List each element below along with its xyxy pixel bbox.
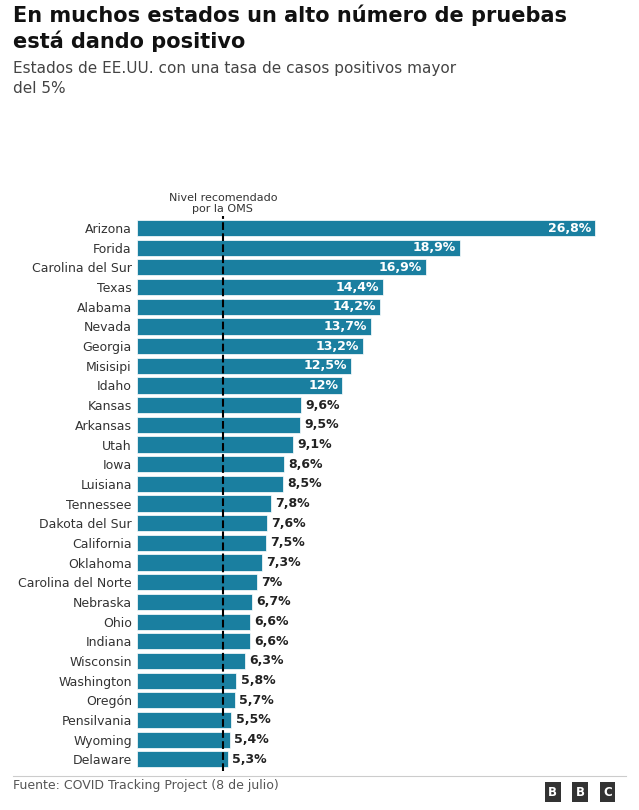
Bar xyxy=(137,299,380,315)
Text: 6,3%: 6,3% xyxy=(249,654,284,667)
Bar xyxy=(137,220,596,237)
Bar xyxy=(137,613,250,629)
Bar xyxy=(137,338,363,354)
Text: 7%: 7% xyxy=(261,576,282,589)
Bar xyxy=(137,456,284,472)
Text: Estados de EE.UU. con una tasa de casos positivos mayor
del 5%: Estados de EE.UU. con una tasa de casos … xyxy=(13,61,456,96)
Bar xyxy=(137,318,371,335)
Bar xyxy=(137,731,229,748)
Text: 7,3%: 7,3% xyxy=(266,556,301,569)
Text: 5,5%: 5,5% xyxy=(236,714,270,727)
Text: 9,1%: 9,1% xyxy=(297,438,332,451)
Bar xyxy=(137,475,282,492)
Text: B: B xyxy=(576,786,585,799)
Bar xyxy=(137,555,262,570)
Text: 5,4%: 5,4% xyxy=(234,733,268,746)
Text: B: B xyxy=(548,786,557,799)
Bar xyxy=(137,259,426,275)
Bar xyxy=(137,653,245,669)
Text: 13,2%: 13,2% xyxy=(315,339,358,352)
Text: 6,6%: 6,6% xyxy=(254,615,289,628)
Text: 26,8%: 26,8% xyxy=(548,222,591,235)
Bar xyxy=(137,535,266,551)
Bar xyxy=(137,672,236,688)
Text: 12,5%: 12,5% xyxy=(303,360,347,373)
Bar xyxy=(137,515,267,531)
Text: 18,9%: 18,9% xyxy=(413,241,456,254)
Bar xyxy=(137,751,228,767)
Bar xyxy=(137,712,231,728)
Text: 9,6%: 9,6% xyxy=(305,399,340,411)
Text: 9,5%: 9,5% xyxy=(304,418,339,432)
Bar xyxy=(137,358,351,374)
Bar xyxy=(137,240,460,256)
Text: 5,3%: 5,3% xyxy=(232,752,267,765)
Text: 7,5%: 7,5% xyxy=(270,536,305,549)
Bar xyxy=(137,574,257,590)
Bar xyxy=(137,633,250,650)
Text: 7,6%: 7,6% xyxy=(272,517,306,530)
Bar xyxy=(137,417,300,433)
Text: 14,4%: 14,4% xyxy=(335,280,379,293)
Text: 6,7%: 6,7% xyxy=(256,595,291,608)
Text: 14,2%: 14,2% xyxy=(332,301,376,313)
Bar xyxy=(137,279,383,295)
Text: 8,5%: 8,5% xyxy=(287,477,321,490)
Bar xyxy=(137,496,271,512)
Text: 5,7%: 5,7% xyxy=(239,694,273,707)
Text: Nivel recomendado
por la OMS: Nivel recomendado por la OMS xyxy=(169,193,277,215)
Text: 5,8%: 5,8% xyxy=(241,674,275,687)
Bar xyxy=(137,377,343,394)
Text: 16,9%: 16,9% xyxy=(378,261,422,274)
Text: 12%: 12% xyxy=(308,379,338,392)
Text: C: C xyxy=(603,786,612,799)
Bar xyxy=(137,437,293,453)
Text: 13,7%: 13,7% xyxy=(324,320,367,333)
Text: 6,6%: 6,6% xyxy=(254,635,289,648)
Text: 8,6%: 8,6% xyxy=(289,458,323,471)
Text: Fuente: COVID Tracking Project (8 de julio): Fuente: COVID Tracking Project (8 de jul… xyxy=(13,779,279,792)
Bar xyxy=(137,594,252,610)
Text: 7,8%: 7,8% xyxy=(275,497,309,510)
Bar xyxy=(137,397,302,413)
Text: En muchos estados un alto número de pruebas
está dando positivo: En muchos estados un alto número de prue… xyxy=(13,4,567,53)
Bar xyxy=(137,693,235,709)
